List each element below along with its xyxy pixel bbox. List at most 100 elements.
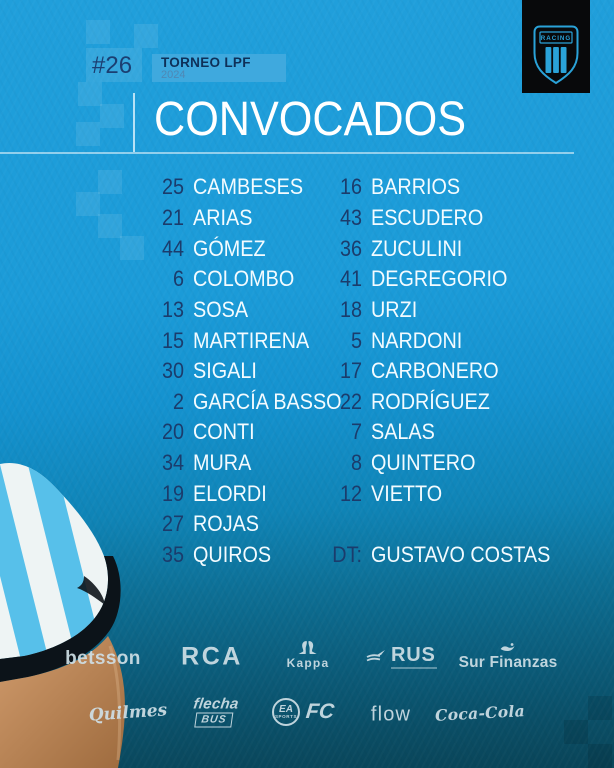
tournament-name: TORNEO LPF [161,55,251,70]
player-photo-cutout [0,462,125,768]
player-row: 17 CARBONERO [300,356,526,387]
player-name: BARRIOS [371,174,461,200]
sports-wordmark: SPORTS [274,713,298,719]
header-divider-line [0,152,574,154]
racing-club-crest-icon: RACING [533,25,579,85]
player-name: QUIROS [193,542,272,567]
player-row: 2 GARCÍA BASSO [122,386,362,417]
player-number: 19 [161,480,184,506]
player-name: RODRÍGUEZ [371,388,490,414]
player-name: MURA [193,450,252,476]
coca-cola-wordmark: Coca-Cola [434,701,526,725]
squad-list-left: 25 CAMBESES 21 ARIAS 44 GÓMEZ 6 COLOMBO 13 SO… [122,172,362,570]
crest-club-name: RACING [541,35,571,42]
bus-wordmark: BUS [194,712,234,728]
kappa-wordmark: Kappa [286,656,330,670]
ea-wordmark: EA [279,703,293,715]
tournament-season: 2024 [161,69,186,82]
player-row: 15 MARTIRENA [122,325,362,356]
player-number: 17 [339,358,362,384]
player-row: 25 CAMBESES [122,172,362,203]
player-number: 20 [161,419,184,445]
sponsor-betsson: betsson [65,648,141,670]
player-name: QUINTERO [371,450,476,476]
player-name: ELORDI [193,480,267,506]
checker-square [588,744,612,768]
player-name: ROJAS [193,511,260,537]
checker-square [76,192,100,216]
checker-square [98,214,122,238]
checker-square [86,20,110,44]
checker-square [98,170,122,194]
checker-square [564,720,588,744]
title-accent-line [133,93,135,152]
player-name: COLOMBO [193,266,295,292]
checker-square [588,696,612,720]
player-name: DEGREGORIO [371,266,508,292]
player-number: 27 [161,511,184,537]
player-row: 43 ESCUDERO [300,203,526,234]
player-number: 15 [161,327,184,353]
player-name: SALAS [371,419,435,445]
sponsor-coca-cola: Coca-Cola [435,701,526,725]
player-number: 30 [161,358,184,384]
player-name: CAMBESES [193,174,304,200]
sur-finanzas-wordmark: Sur Finanzas [458,654,558,671]
checker-square [120,236,144,260]
player-name: VIETTO [371,480,443,506]
fc-glyph: FC [304,700,336,723]
player-number: 21 [161,204,184,230]
sponsor-sur-finanzas: Sur Finanzas [459,642,558,672]
flow-wordmark: flow [370,703,412,726]
player-name: CARBONERO [371,358,499,384]
sur-finanzas-icon [501,643,515,651]
player-row: 8 QUINTERO [300,448,526,479]
sponsor-flow: flow [371,704,411,727]
player-number: 34 [161,450,184,476]
checker-square [78,82,102,106]
squad-list-right: 16 BARRIOS 43 ESCUDERO 36 ZUCULINI 41 DEGREG… [300,172,526,509]
match-number: #26 [92,52,133,79]
coach-label: DT: [332,542,362,568]
player-row: 12 VIETTO [300,478,526,509]
player-number: 43 [339,204,362,230]
tournament-box: TORNEO LPF 2024 [152,54,286,82]
player-number: 35 [161,542,184,567]
player-number: 36 [339,235,362,261]
player-row: 18 URZI [300,295,526,326]
player-number: 2 [172,388,184,414]
player-name: GARCÍA BASSO [193,388,342,414]
player-number: 18 [339,296,362,322]
player-row: 34 MURA [122,448,362,479]
player-row: 21 ARIAS [122,203,362,234]
checker-square [86,48,142,82]
betsson-wordmark: betsson [65,648,141,669]
jersey-swoosh-detail [77,576,105,605]
player-number: 22 [339,388,362,414]
player-number: 13 [161,296,184,322]
player-number: 44 [161,235,184,261]
player-row: 27 ROJAS [122,509,362,540]
player-number: 6 [172,266,184,292]
player-row: 5 NARDONI [300,325,526,356]
player-name: NARDONI [371,327,463,353]
player-name: SOSA [193,296,249,322]
sponsor-quilmes: Quilmes [88,700,168,725]
sponsor-ea-sports-fc: EA SPORTS FC [272,698,336,726]
player-row: 16 BARRIOS [300,172,526,203]
player-number: 5 [350,327,362,353]
sponsor-flecha-bus: flecha BUS [190,695,240,728]
rus-tagline [391,667,437,669]
ea-sports-icon: EA SPORTS [272,698,300,726]
sponsor-rca: RCA [181,643,243,672]
player-row: 7 SALAS [300,417,526,448]
player-row: 44 GÓMEZ [122,233,362,264]
quilmes-wordmark: Quilmes [88,700,168,726]
player-row: 22 RODRÍGUEZ [300,386,526,417]
player-number: 25 [161,174,184,200]
player-name: ZUCULINI [371,235,463,261]
player-row: 36 ZUCULINI [300,233,526,264]
player-row: 20 CONTI [122,417,362,448]
player-row: 6 COLOMBO [122,264,362,295]
checker-square [76,122,100,146]
